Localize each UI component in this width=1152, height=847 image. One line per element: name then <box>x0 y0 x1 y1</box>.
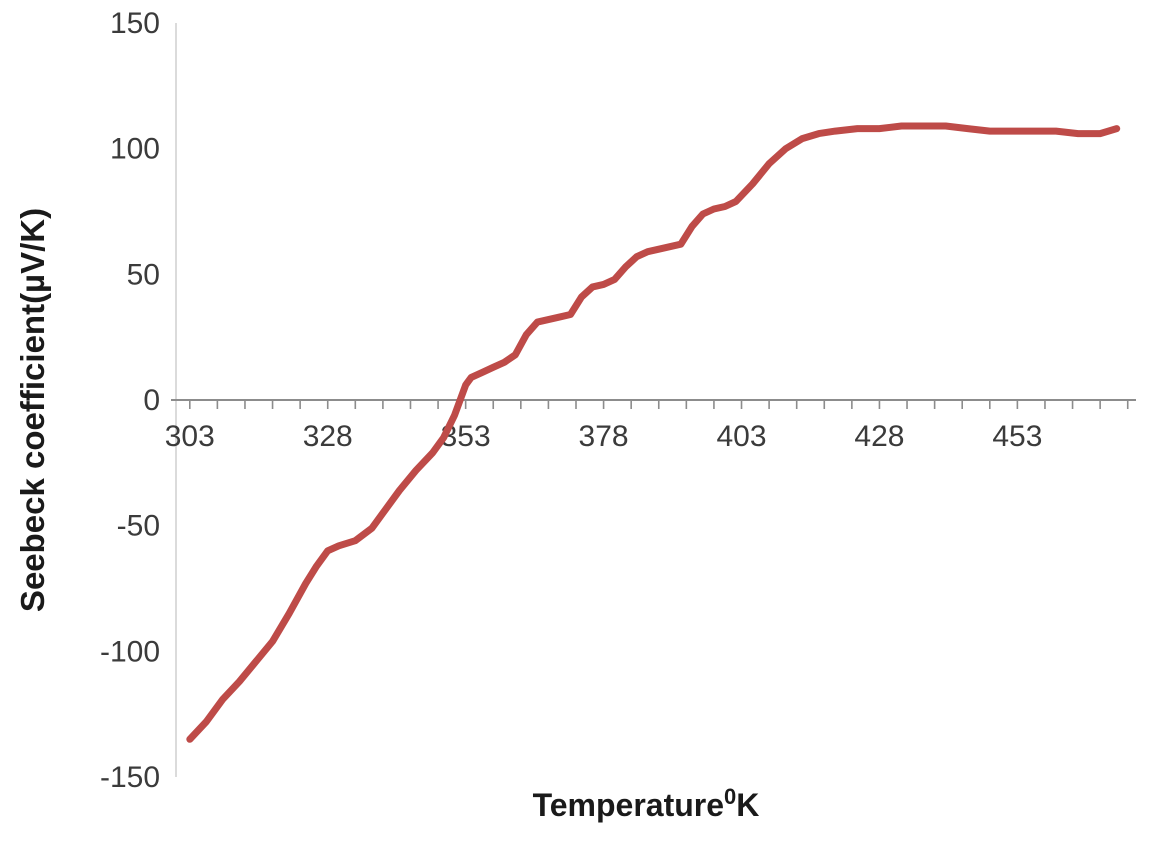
y-tick-label: 50 <box>127 258 160 291</box>
x-tick-label: 453 <box>992 420 1042 453</box>
x-tick-label: 378 <box>579 420 629 453</box>
y-tick-label: -100 <box>100 635 160 668</box>
x-tick-label: 403 <box>716 420 766 453</box>
x-tick-label: 428 <box>854 420 904 453</box>
x-tick-label: 328 <box>303 420 353 453</box>
y-tick-label: -50 <box>117 510 160 543</box>
y-tick-label: -150 <box>100 761 160 794</box>
y-axis-title: Seebeck coefficient(µV/K) <box>14 208 51 612</box>
y-tick-label: 0 <box>143 384 160 417</box>
x-axis-title: Temperature0K <box>533 784 760 823</box>
series-line <box>186 122 1121 743</box>
y-tick-label: 100 <box>110 133 160 166</box>
x-tick-label: 303 <box>165 420 215 453</box>
y-tick-label: 150 <box>110 7 160 40</box>
